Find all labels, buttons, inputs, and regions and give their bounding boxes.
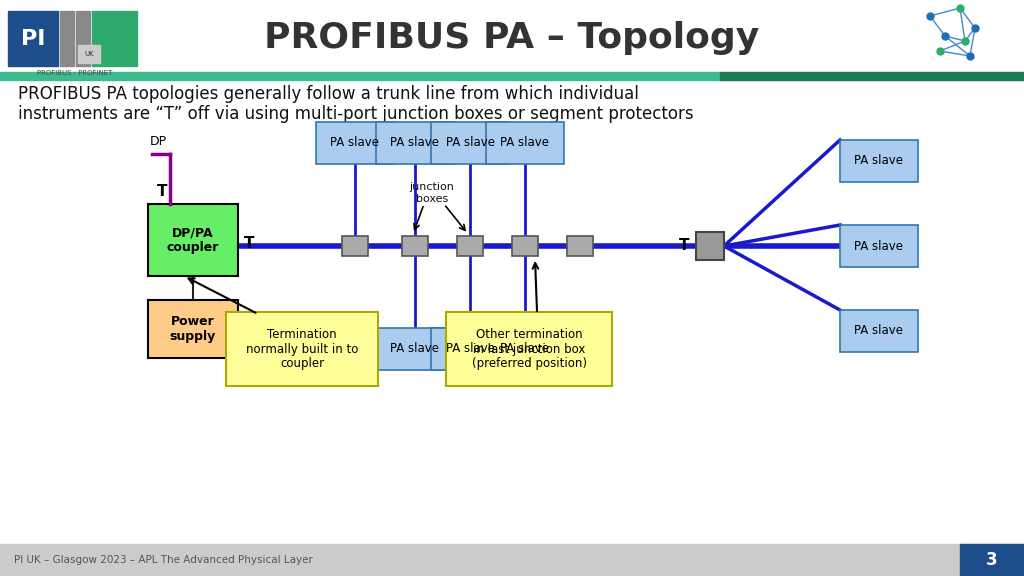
Text: PROFIBUS PA – Topology: PROFIBUS PA – Topology: [264, 21, 760, 55]
FancyBboxPatch shape: [148, 204, 238, 276]
FancyBboxPatch shape: [376, 328, 454, 370]
FancyBboxPatch shape: [486, 328, 564, 370]
Text: UK: UK: [84, 51, 94, 57]
FancyBboxPatch shape: [402, 236, 428, 256]
Text: DP: DP: [150, 135, 167, 148]
Text: Termination
normally built in to
coupler: Termination normally built in to coupler: [246, 328, 358, 370]
Text: PI UK – Glasgow 2023 – APL The Advanced Physical Layer: PI UK – Glasgow 2023 – APL The Advanced …: [14, 555, 313, 565]
Text: PA slave: PA slave: [390, 343, 439, 355]
FancyBboxPatch shape: [567, 236, 593, 256]
FancyBboxPatch shape: [431, 122, 509, 164]
Bar: [60, 11, 74, 66]
FancyBboxPatch shape: [226, 312, 378, 386]
Text: T: T: [679, 237, 689, 252]
Bar: [76, 11, 90, 66]
Text: DP/PA
coupler: DP/PA coupler: [167, 226, 219, 254]
Text: PROFIBUS · PROFINET: PROFIBUS · PROFINET: [37, 70, 113, 76]
Text: Other termination
in last junction box
(preferred position): Other termination in last junction box (…: [471, 328, 587, 370]
FancyBboxPatch shape: [148, 300, 238, 358]
FancyBboxPatch shape: [376, 122, 454, 164]
Text: Power
supply: Power supply: [170, 315, 216, 343]
Text: T: T: [244, 237, 255, 252]
FancyBboxPatch shape: [446, 312, 612, 386]
Text: PA slave: PA slave: [445, 343, 495, 355]
Text: PA slave: PA slave: [445, 137, 495, 150]
FancyBboxPatch shape: [457, 236, 483, 256]
Bar: [92, 11, 137, 66]
Text: PROFIBUS PA topologies generally follow a trunk line from which individual: PROFIBUS PA topologies generally follow …: [18, 85, 639, 103]
Bar: [0, 544, 1024, 576]
Bar: [961, 544, 1024, 576]
Bar: [8, 11, 58, 66]
FancyBboxPatch shape: [486, 122, 564, 164]
FancyBboxPatch shape: [840, 140, 918, 182]
Text: junction
boxes: junction boxes: [410, 183, 455, 204]
Text: PA slave: PA slave: [390, 137, 439, 150]
FancyBboxPatch shape: [431, 328, 509, 370]
FancyBboxPatch shape: [696, 232, 724, 260]
FancyBboxPatch shape: [316, 122, 394, 164]
FancyBboxPatch shape: [512, 236, 538, 256]
Text: PI: PI: [20, 29, 45, 49]
Text: PA slave: PA slave: [854, 240, 903, 252]
Text: PA slave: PA slave: [501, 137, 550, 150]
Text: PA slave: PA slave: [854, 154, 903, 168]
FancyBboxPatch shape: [840, 310, 918, 352]
Text: PA slave: PA slave: [854, 324, 903, 338]
Text: 3: 3: [986, 551, 997, 569]
Text: PA slave: PA slave: [501, 343, 550, 355]
Bar: [720, 72, 1024, 80]
FancyBboxPatch shape: [342, 236, 368, 256]
Text: PA slave: PA slave: [331, 137, 380, 150]
FancyBboxPatch shape: [840, 225, 918, 267]
Bar: [0, 72, 720, 80]
Text: instruments are “T” off via using multi-port junction boxes or segment protector: instruments are “T” off via using multi-…: [18, 105, 693, 123]
Bar: [78, 45, 100, 63]
Text: T: T: [157, 184, 167, 199]
